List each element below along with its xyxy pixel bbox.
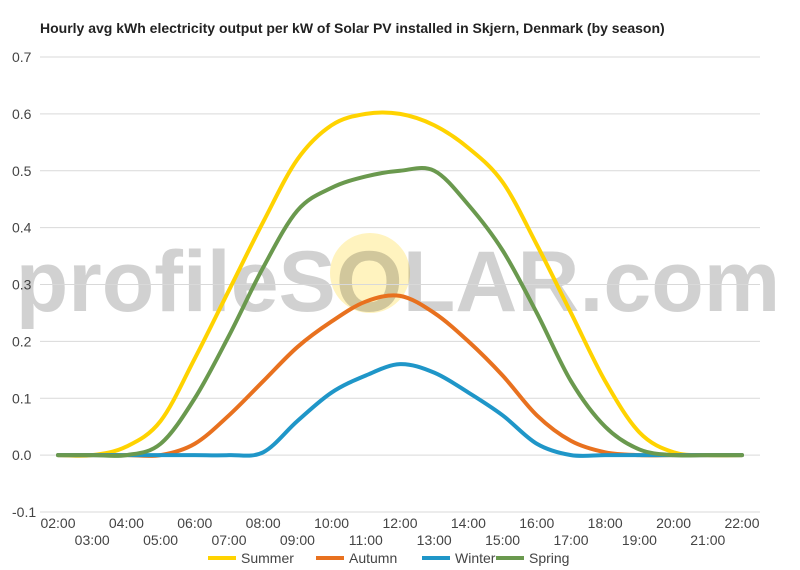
x-tick-label: 19:00 (622, 532, 657, 548)
series-line-spring (56, 166, 744, 458)
series-line-summer (56, 110, 744, 458)
legend-label-spring: Spring (529, 550, 569, 566)
x-tick-label: 09:00 (280, 532, 315, 548)
y-tick-label: 0.6 (12, 106, 32, 122)
y-tick-label: 0.0 (12, 447, 32, 463)
x-tick-label: 05:00 (143, 532, 178, 548)
y-tick-label: -0.1 (12, 504, 36, 520)
series-line-winter (56, 362, 744, 458)
chart-title: Hourly avg kWh electricity output per kW… (40, 20, 665, 36)
x-tick-label: 15:00 (485, 532, 520, 548)
legend-label-autumn: Autumn (349, 550, 397, 566)
x-axis-tick-labels: 02:0003:0004:0005:0006:0007:0008:0009:00… (40, 515, 759, 548)
x-tick-label: 03:00 (75, 532, 110, 548)
y-axis-tick-labels: 0.7 0.6 0.5 0.4 0.3 0.2 0.1 0.0 -0.1 (12, 49, 36, 520)
y-tick-label: 0.5 (12, 163, 32, 179)
watermark: profileSOLAR.com (16, 233, 781, 330)
x-tick-label: 20:00 (656, 515, 691, 531)
sun-logo (330, 233, 410, 313)
x-tick-label: 08:00 (246, 515, 281, 531)
series-lines (56, 110, 744, 458)
x-tick-label: 11:00 (349, 532, 383, 548)
x-tick-label: 17:00 (553, 532, 588, 548)
x-tick-label: 07:00 (211, 532, 246, 548)
watermark-text: profileSOLAR.com (16, 234, 781, 330)
legend-label-winter: Winter (455, 550, 496, 566)
x-tick-label: 12:00 (382, 515, 417, 531)
y-tick-label: 0.1 (12, 390, 32, 406)
x-tick-label: 04:00 (109, 515, 144, 531)
x-tick-label: 14:00 (451, 515, 486, 531)
x-tick-label: 22:00 (724, 515, 759, 531)
x-tick-label: 02:00 (40, 515, 75, 531)
y-tick-label: 0.2 (12, 333, 32, 349)
legend-label-summer: Summer (241, 550, 294, 566)
x-tick-label: 16:00 (519, 515, 554, 531)
x-tick-label: 18:00 (588, 515, 623, 531)
y-tick-label: 0.7 (12, 49, 32, 65)
y-tick-label: 0.3 (12, 277, 32, 293)
x-tick-label: 06:00 (177, 515, 212, 531)
x-tick-label: 21:00 (690, 532, 725, 548)
y-tick-label: 0.4 (12, 220, 32, 236)
x-tick-label: 13:00 (417, 532, 452, 548)
legend: Summer Autumn Winter Spring (208, 550, 569, 566)
x-tick-label: 10:00 (314, 515, 349, 531)
